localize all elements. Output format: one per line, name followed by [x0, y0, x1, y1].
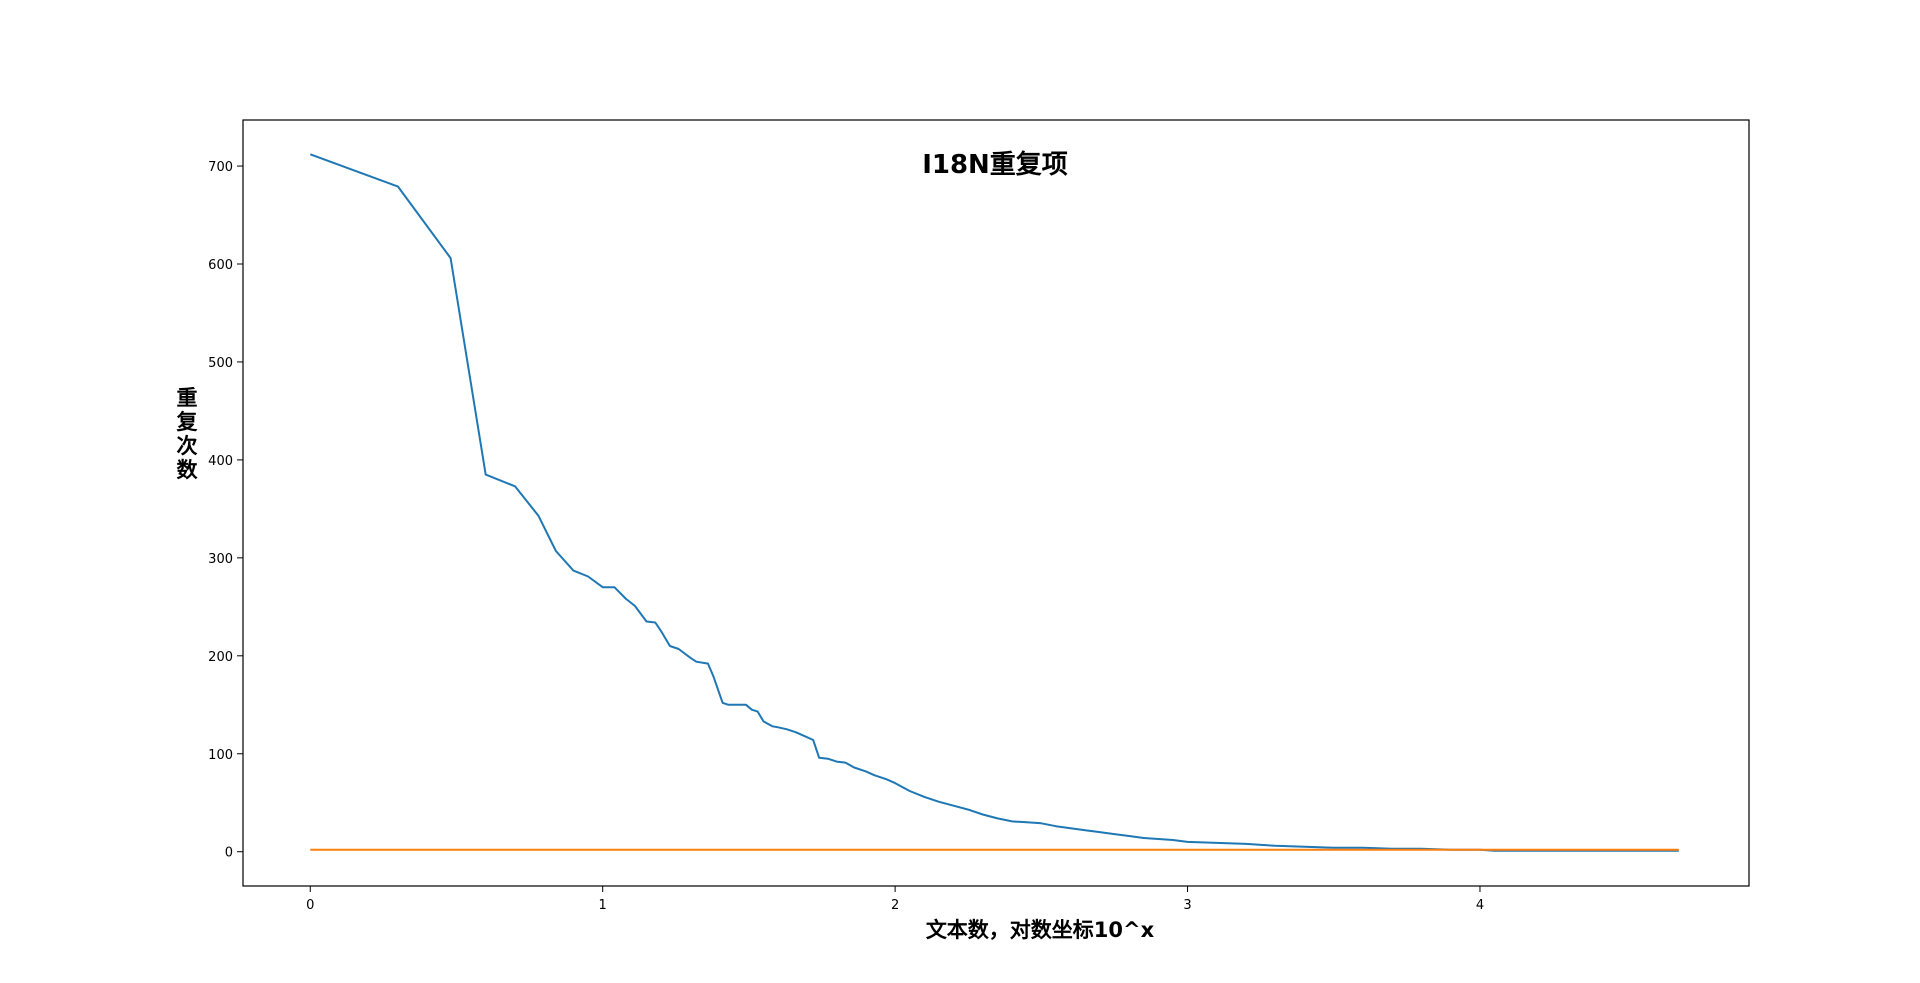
y-axis-label-char: 数 [177, 458, 199, 482]
y-axis-ticks: 0 100 200 300 400 500 600 700 [208, 160, 243, 861]
y-tick-label: 500 [208, 356, 233, 371]
y-tick-label: 0 [225, 846, 233, 861]
x-axis-label: 文本数，对数坐标10^x [926, 918, 1155, 942]
y-axis-label-char: 重 [177, 386, 198, 410]
y-tick-label: 200 [208, 650, 233, 665]
plot-area-frame [242, 119, 1750, 887]
x-tick-label: 0 [306, 898, 314, 913]
series-line-1 [309, 153, 1679, 852]
x-tick-label: 4 [1476, 898, 1484, 913]
x-tick-label: 1 [599, 898, 607, 913]
y-tick-label: 700 [208, 160, 233, 175]
series-layer [309, 153, 1679, 852]
y-tick-label: 100 [208, 748, 233, 763]
x-tick-label: 3 [1183, 898, 1191, 913]
chart-title: I18N重复项 [922, 150, 1068, 180]
x-axis-ticks: 0 1 2 3 4 [306, 886, 1484, 913]
y-axis-label-char: 复 [176, 410, 199, 434]
y-axis-label-char: 次 [177, 434, 198, 458]
y-tick-label: 600 [208, 258, 233, 273]
x-tick-label: 2 [891, 898, 899, 913]
y-tick-label: 400 [208, 454, 233, 469]
y-tick-label: 300 [208, 552, 233, 567]
